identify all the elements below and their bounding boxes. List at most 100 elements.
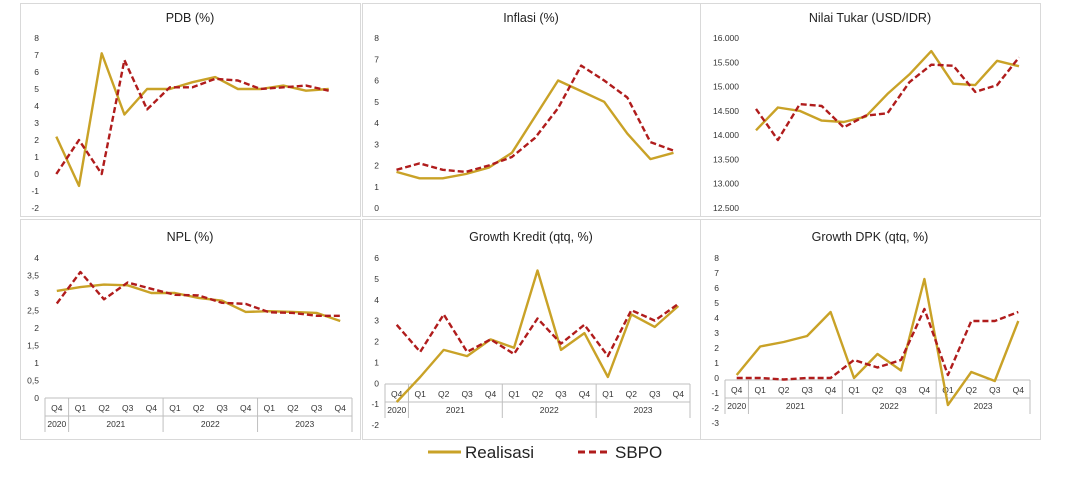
y-tick-label: 3 [374, 316, 379, 326]
y-tick-label: 3 [374, 139, 379, 149]
y-tick-label: -2 [711, 403, 719, 413]
y-tick-label: 4 [34, 101, 39, 111]
year-label: 2023 [295, 419, 314, 429]
x-tick-label: Q2 [778, 385, 790, 395]
x-tick-label: Q3 [216, 403, 228, 413]
y-tick-label: -1 [371, 399, 379, 409]
series-line-realisasi [396, 79, 674, 180]
x-tick-label: Q2 [872, 385, 884, 395]
year-label: 2021 [786, 401, 805, 411]
x-tick-label: Q3 [801, 385, 813, 395]
chart-panel: Nilai Tukar (USD/IDR) 12.500 13.000 13.500 1… [700, 3, 1041, 217]
panel-border [20, 3, 361, 217]
y-tick-label: 14.500 [713, 106, 739, 116]
series-line-realisasi [56, 283, 341, 323]
x-tick-label: Q1 [848, 385, 860, 395]
y-tick-label: 5 [374, 97, 379, 107]
y-tick-label: 13.000 [713, 179, 739, 189]
x-tick-label: Q2 [626, 389, 638, 399]
y-tick-label: 5 [374, 274, 379, 284]
y-tick-label: 1 [34, 358, 39, 368]
y-tick-label: 15.500 [713, 57, 739, 67]
y-tick-label: 1 [714, 358, 719, 368]
x-tick-label: Q1 [415, 389, 427, 399]
x-tick-label: Q4 [731, 385, 743, 395]
x-tick-label: Q3 [461, 389, 473, 399]
x-tick-label: Q2 [532, 389, 544, 399]
legend: Realisasi SBPO [428, 443, 662, 462]
y-tick-label: 2 [714, 343, 719, 353]
y-tick-label: -2 [31, 203, 39, 213]
y-tick-label: 1 [34, 152, 39, 162]
y-tick-label: 0 [374, 203, 379, 213]
x-tick-label: Q1 [755, 385, 767, 395]
y-tick-label: 0 [714, 373, 719, 383]
y-tick-label: 12.500 [713, 203, 739, 213]
y-tick-label: 4 [714, 313, 719, 323]
chart-title: NPL (%) [167, 230, 214, 244]
series-line-sbpo [55, 58, 329, 176]
y-tick-label: 8 [374, 33, 379, 43]
y-tick-label: 1 [374, 357, 379, 367]
y-tick-label: 5 [34, 84, 39, 94]
x-tick-label: Q1 [169, 403, 181, 413]
chart-panel: NPL (%) 0 0,5 1 1,5 2 2,5 3 3,5 4 Q4 Q1 Q2 Q3 Q4 Q1 Q2 Q3… [20, 219, 361, 440]
y-tick-label: -2 [371, 420, 379, 430]
y-tick-label: 2 [34, 135, 39, 145]
panel-border [20, 219, 361, 440]
x-tick-label: Q4 [579, 389, 591, 399]
x-tick-label: Q3 [895, 385, 907, 395]
panel-border [362, 3, 701, 217]
x-tick-label: Q4 [391, 389, 403, 399]
year-label: 2023 [974, 401, 993, 411]
year-label: 2022 [880, 401, 899, 411]
y-tick-label: 2 [374, 337, 379, 347]
y-tick-label: 7 [34, 50, 39, 60]
y-tick-label: 3 [714, 328, 719, 338]
y-tick-label: 3 [34, 288, 39, 298]
series-line-realisasi [395, 269, 680, 403]
series-line-sbpo [395, 302, 679, 358]
y-tick-label: 0 [34, 169, 39, 179]
x-tick-label: Q1 [508, 389, 520, 399]
chart-panel: Inflasi (%) 0 1 2 3 4 5 6 7 8 [362, 3, 701, 217]
x-tick-label: Q1 [942, 385, 954, 395]
year-label: 2020 [47, 419, 66, 429]
year-label: 2020 [727, 401, 746, 411]
legend-realisasi-label: Realisasi [465, 443, 534, 462]
y-tick-label: 0,5 [27, 376, 39, 386]
x-tick-label: Q3 [989, 385, 1001, 395]
series-line-sbpo [396, 64, 674, 174]
x-tick-label: Q1 [75, 403, 87, 413]
x-tick-label: Q1 [602, 389, 614, 399]
legend-sbpo-label: SBPO [615, 443, 662, 462]
x-tick-label: Q3 [311, 403, 323, 413]
chart-title: PDB (%) [166, 11, 215, 25]
chart-panel: Growth Kredit (qtq, %) -2 -1 0 1 2 3 4 5 6 Q4 Q1 Q2 Q… [362, 219, 701, 440]
x-tick-label: Q4 [485, 389, 497, 399]
x-tick-label: Q2 [193, 403, 205, 413]
y-tick-label: 0 [374, 378, 379, 388]
y-tick-label: -1 [31, 186, 39, 196]
y-tick-label: -3 [711, 418, 719, 428]
y-tick-label: 2 [34, 323, 39, 333]
y-tick-label: 1 [374, 182, 379, 192]
series-line-sbpo [55, 270, 341, 317]
x-tick-label: Q2 [98, 403, 110, 413]
x-tick-label: Q2 [966, 385, 978, 395]
chart-panel: Growth DPK (qtq, %) -3 -2 -1 0 1 2 3 4 5 6 7 8 Q4 Q1 Q2… [700, 219, 1041, 440]
year-label: 2021 [106, 419, 125, 429]
series-line-realisasi [55, 52, 329, 188]
x-tick-label: Q3 [122, 403, 134, 413]
x-tick-label: Q4 [673, 389, 685, 399]
y-tick-label: -1 [711, 388, 719, 398]
series-line-realisasi [755, 49, 1020, 132]
year-label: 2022 [540, 405, 559, 415]
x-tick-label: Q3 [649, 389, 661, 399]
x-tick-label: Q4 [51, 403, 63, 413]
y-tick-label: 0 [34, 393, 39, 403]
y-tick-label: 13.500 [713, 154, 739, 164]
chart-title: Growth Kredit (qtq, %) [469, 230, 593, 244]
y-tick-label: 6 [374, 253, 379, 263]
x-tick-label: Q1 [264, 403, 276, 413]
